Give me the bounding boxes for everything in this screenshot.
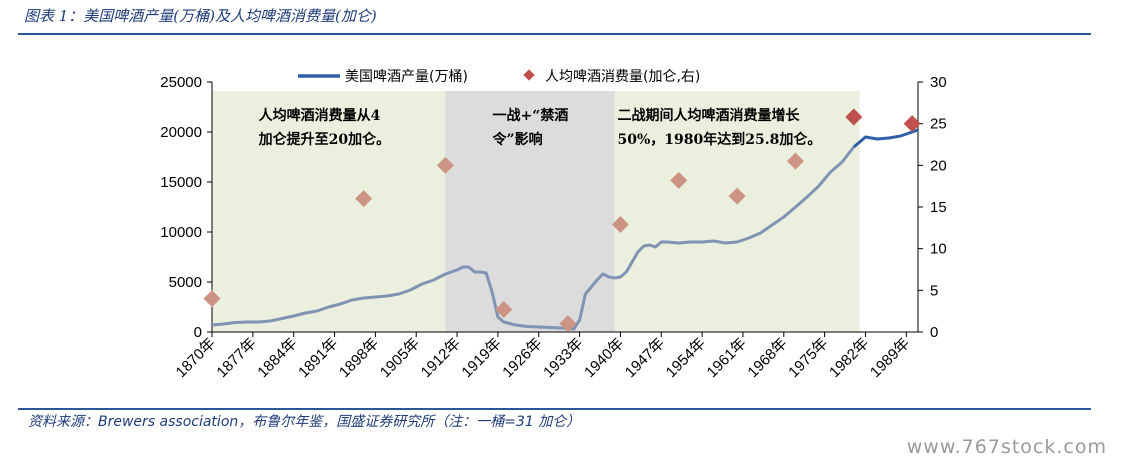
y-left-tick-label: 0 — [194, 324, 202, 341]
y-left-tick-label: 15000 — [160, 174, 202, 191]
consumption-point — [728, 187, 746, 205]
y-right-tick-label: 10 — [930, 241, 947, 258]
series-layer — [203, 108, 921, 333]
production-line-early — [211, 265, 615, 331]
watermark: www.767stock.com — [906, 436, 1107, 458]
y-right-tick-label: 25 — [930, 116, 947, 133]
source-note: 资料来源：Brewers association，布鲁尔年鉴，国盛证券研究所（注… — [28, 414, 581, 430]
figure-title: 图表 1：美国啤酒产量(万桶)及人均啤酒消费量(加仑) — [24, 7, 377, 25]
y-left-tick-label: 5000 — [169, 274, 202, 291]
y-right-tick-label: 0 — [930, 324, 938, 341]
x-tick-label: 1898年 — [336, 335, 382, 381]
legend-line-label: 美国啤酒产量(万桶) — [345, 69, 468, 85]
annotations: 人均啤酒消费量从4 加仑提升至20加仑。 一战+“禁酒令”影响 二战期间人均啤酒消费量… — [258, 107, 822, 148]
region-green-2 — [614, 91, 860, 332]
y-left-tick-label: 25000 — [160, 74, 202, 91]
annotation-text: 50%，1980年达到25.8加仑。 — [618, 131, 822, 148]
consumption-point — [670, 171, 688, 189]
x-tick-label: 1919年 — [459, 335, 505, 381]
x-tick-label: 1989年 — [867, 335, 913, 381]
legend-marker-label: 人均啤酒消费量(加仑,右) — [545, 69, 700, 85]
y-right-tick-label: 30 — [930, 74, 947, 91]
annotation-text: 令”影响 — [492, 131, 543, 148]
top-rule — [18, 33, 1091, 35]
x-tick-label: 1891年 — [295, 335, 341, 381]
production-line-late — [852, 128, 919, 149]
consumption-point — [903, 115, 921, 133]
legend-marker-swatch — [523, 69, 535, 81]
chart: 0 5000 10000 15000 20000 25000 0 5 10 15 20 25 30 187… — [160, 69, 947, 381]
y-right-tick-label: 5 — [930, 282, 938, 299]
consumption-point — [436, 156, 454, 174]
x-tick-label: 1933年 — [540, 335, 586, 381]
x-tick-label: 1926年 — [499, 335, 545, 381]
y-left-tick-label: 10000 — [160, 224, 202, 241]
consumption-point — [203, 290, 221, 308]
y-right-tick-label: 20 — [930, 157, 947, 174]
x-tick-label: 1905年 — [377, 335, 423, 381]
bottom-rule — [18, 408, 1091, 410]
background-regions — [212, 91, 860, 332]
annotation-text: 加仑提升至20加仑。 — [258, 131, 390, 148]
x-tick-label: 1947年 — [622, 335, 668, 381]
x-tick-label: 1870年 — [173, 335, 219, 381]
consumption-point — [786, 152, 804, 170]
legend: 美国啤酒产量(万桶) 人均啤酒消费量(加仑,右) — [298, 69, 700, 85]
consumption-point — [559, 315, 577, 333]
consumption-point — [495, 301, 513, 318]
annotation-text: 二战期间人均啤酒消费量增长 — [618, 107, 801, 124]
x-tick-label: 1954年 — [663, 335, 709, 381]
x-tick-label: 1877年 — [213, 335, 259, 381]
x-tick-label: 1912年 — [418, 335, 464, 381]
region-green-0 — [212, 91, 446, 332]
consumption-point — [355, 190, 373, 208]
annotation-text: 一战+“禁酒 — [493, 107, 569, 124]
x-tick-label: 1975年 — [785, 335, 831, 381]
consumption-point — [845, 108, 863, 126]
x-tick-label: 1982年 — [826, 335, 872, 381]
y-left-tick-label: 20000 — [160, 124, 202, 141]
y-right-tick-label: 15 — [930, 199, 947, 216]
x-tick-label: 1940年 — [581, 335, 627, 381]
production-line-mid — [614, 146, 855, 280]
annotation-text: 人均啤酒消费量从4 — [259, 107, 381, 124]
x-tick-label: 1961年 — [704, 335, 750, 381]
x-tick-label: 1884年 — [254, 335, 300, 381]
region-gray-1 — [445, 91, 615, 332]
consumption-point — [611, 216, 629, 233]
x-tick-label: 1968年 — [744, 335, 790, 381]
